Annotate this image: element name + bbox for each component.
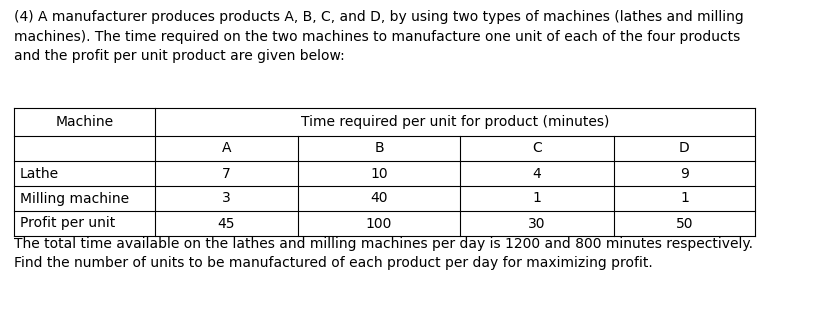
Text: D: D [679,141,690,155]
Text: 1: 1 [533,191,541,205]
Text: 9: 9 [680,166,689,180]
Text: 7: 7 [222,166,231,180]
Text: B: B [374,141,384,155]
Text: Machine: Machine [55,115,113,129]
Text: 10: 10 [370,166,388,180]
Text: 3: 3 [222,191,231,205]
Text: 30: 30 [528,216,545,230]
Text: The total time available on the lathes and milling machines per day is 1200 and : The total time available on the lathes a… [14,237,753,270]
Text: 45: 45 [218,216,235,230]
Text: C: C [532,141,542,155]
Text: 4: 4 [533,166,541,180]
Text: 1: 1 [680,191,689,205]
Text: Time required per unit for product (minutes): Time required per unit for product (minu… [301,115,609,129]
Text: Milling machine: Milling machine [20,191,129,205]
Text: 40: 40 [370,191,388,205]
Text: 50: 50 [676,216,693,230]
Text: (4) A manufacturer produces products A, B, C, and D, by using two types of machi: (4) A manufacturer produces products A, … [14,10,744,63]
Text: Profit per unit: Profit per unit [20,216,115,230]
Text: Lathe: Lathe [20,166,59,180]
Text: A: A [222,141,231,155]
Text: 100: 100 [366,216,392,230]
